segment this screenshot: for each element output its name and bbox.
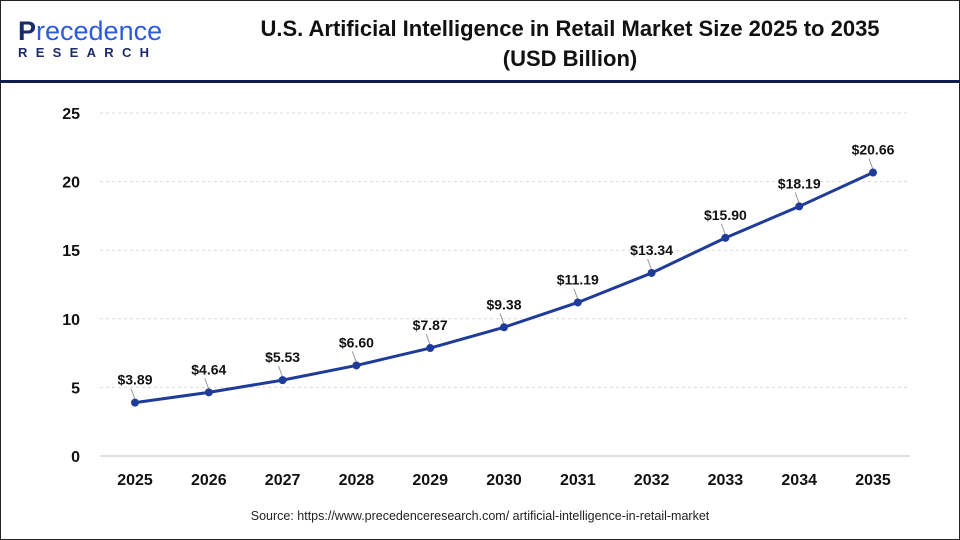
x-tick-label: 2034 — [781, 472, 817, 489]
x-tick-label: 2028 — [339, 472, 375, 489]
x-tick-label: 2026 — [191, 472, 227, 489]
label-leader — [499, 313, 505, 325]
data-label: $7.87 — [413, 317, 448, 333]
series-line — [134, 171, 874, 405]
data-point — [721, 233, 730, 242]
label-leader — [647, 258, 653, 271]
source-text: Source: https://www.precedenceresearch.c… — [250, 509, 710, 523]
x-tick-label: 2033 — [708, 472, 744, 489]
label-leader — [130, 388, 136, 400]
x-tick-label: 2032 — [634, 472, 670, 489]
data-point — [647, 268, 656, 277]
y-tick-label: 10 — [62, 312, 80, 329]
header: Precedence RESEARCH U.S. Artificial Inte… — [0, 0, 960, 83]
x-tick-label: 2035 — [855, 472, 891, 489]
x-tick-label: 2025 — [117, 472, 153, 489]
y-tick-label: 20 — [62, 175, 80, 192]
data-point — [573, 298, 582, 307]
data-point — [500, 323, 508, 332]
x-tick-label: 2030 — [486, 472, 522, 489]
label-leader — [794, 192, 800, 204]
label-leader — [278, 365, 284, 378]
data-label: $5.53 — [265, 349, 300, 365]
data-label: $6.60 — [339, 334, 374, 350]
y-tick-label: 5 — [71, 380, 80, 397]
y-tick-label: 25 — [62, 106, 80, 123]
data-point — [426, 344, 435, 353]
x-tick-label: 2027 — [265, 472, 301, 489]
precedence-research-logo: Precedence RESEARCH — [18, 16, 163, 61]
data-point — [795, 202, 804, 211]
data-label: $15.90 — [704, 207, 747, 223]
data-label: $20.66 — [852, 142, 895, 158]
label-leader — [425, 333, 431, 346]
label-leader — [351, 351, 357, 363]
data-point — [869, 168, 877, 177]
label-leader — [204, 378, 210, 390]
y-tick-label: 15 — [62, 243, 80, 260]
data-label: $3.89 — [117, 372, 152, 388]
label-leader — [573, 288, 579, 300]
data-label: $9.38 — [486, 296, 521, 312]
x-tick-label: 2029 — [412, 472, 448, 489]
data-point — [278, 376, 287, 385]
data-point — [131, 398, 139, 407]
data-point — [204, 388, 213, 397]
chart-title: U.S. Artificial Intelligence in Retail M… — [260, 16, 880, 71]
label-leader — [720, 223, 726, 236]
x-tick-label: 2031 — [560, 472, 596, 489]
data-label: $4.64 — [191, 361, 226, 377]
label-leader — [868, 158, 874, 170]
y-tick-label: 0 — [71, 449, 80, 466]
data-label: $11.19 — [557, 271, 599, 287]
data-point — [352, 361, 361, 370]
data-label: $18.19 — [778, 175, 821, 191]
data-label: $13.34 — [630, 242, 673, 258]
